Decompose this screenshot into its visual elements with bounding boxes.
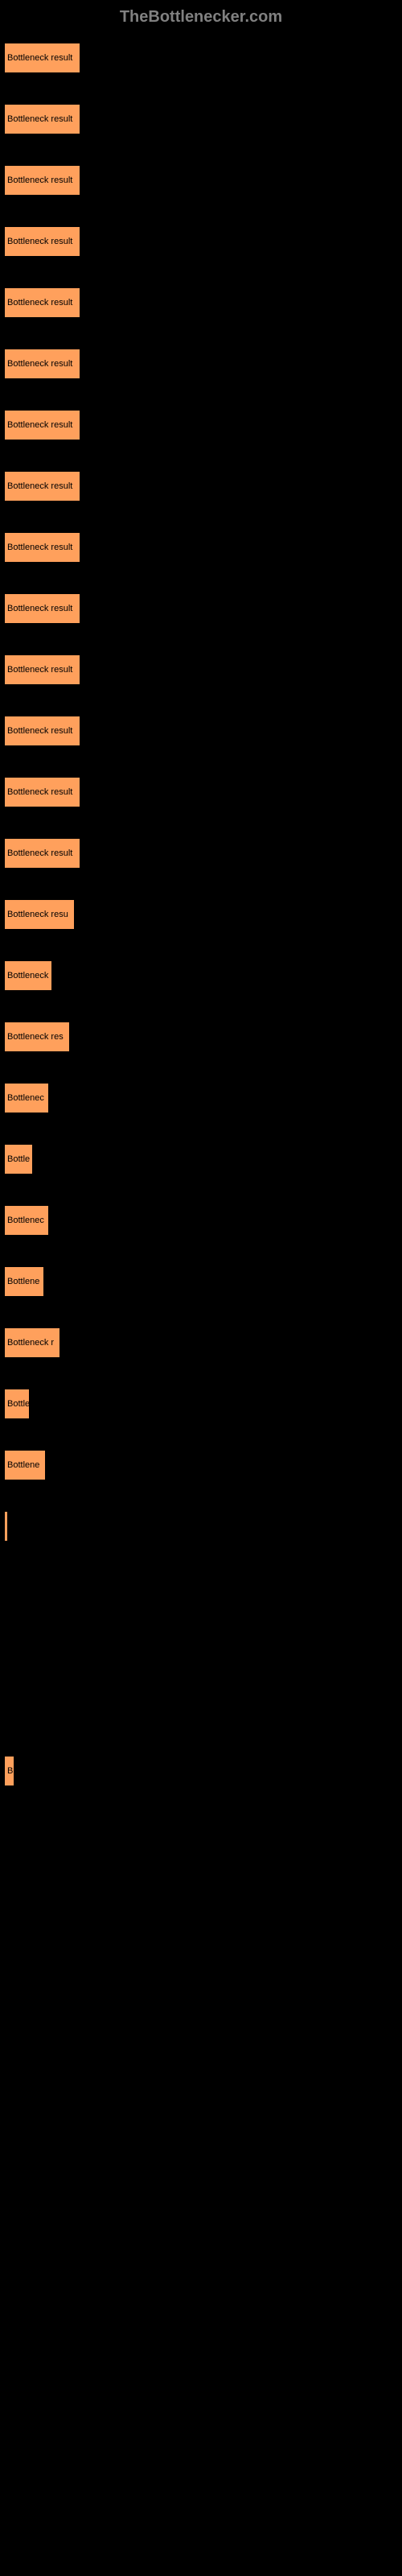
bar-row [4, 1572, 402, 1603]
bar-row [4, 1939, 402, 1970]
bar-label: Bottleneck result [7, 237, 72, 246]
bar-row: Bottle [4, 1389, 402, 1419]
bar-row: Bottleneck result [4, 593, 402, 624]
bar-label: Bottleneck result [7, 543, 72, 552]
bar-label: Bottleneck result [7, 359, 72, 369]
bar-row: Bottleneck result [4, 654, 402, 685]
bar-label: Bottleneck result [7, 848, 72, 858]
chart-bar: Bottlene [4, 1266, 44, 1297]
bar-row: Bottleneck result [4, 410, 402, 440]
bar-label: Bottleneck result [7, 114, 72, 124]
chart-bar: Bottlenec [4, 1083, 49, 1113]
bar-label: Bottle [7, 1399, 30, 1409]
chart-bar: Bottle [4, 1144, 33, 1174]
bar-row: Bottleneck resu [4, 899, 402, 930]
bar-row: Bottleneck result [4, 226, 402, 257]
bar-label: Bottleneck resu [7, 910, 68, 919]
bar-row: Bottleneck result [4, 349, 402, 379]
bar-label: Bottleneck result [7, 420, 72, 430]
chart-bar: Bottleneck result [4, 349, 80, 379]
bar-row [4, 2000, 402, 2031]
bar-label: Bottleneck res [7, 1032, 64, 1042]
bar-label: Bottleneck result [7, 53, 72, 63]
bar-row: Bottleneck result [4, 838, 402, 869]
bar-label: Bottleneck result [7, 787, 72, 797]
bar-label: B [7, 1766, 13, 1776]
chart-bar: Bottleneck result [4, 165, 80, 196]
chart-bar: Bottleneck result [4, 287, 80, 318]
bar-label: Bottlene [7, 1460, 39, 1470]
bar-label: Bottleneck r [7, 1338, 54, 1348]
bar-row: Bottlenec [4, 1083, 402, 1113]
bar-label: Bottlene [7, 1277, 39, 1286]
bar-row [4, 2184, 402, 2215]
chart-bar: Bottle [4, 1389, 30, 1419]
bar-row [4, 1878, 402, 1909]
chart-bar: Bottlenec [4, 1205, 49, 1236]
chart-bar: Bottleneck result [4, 43, 80, 73]
bar-row: Bottlenec [4, 1205, 402, 1236]
chart-bar: Bottleneck result [4, 471, 80, 502]
chart-bar: Bottleneck result [4, 716, 80, 746]
chart-bar: Bottleneck res [4, 1022, 70, 1052]
bar-label: Bottleneck result [7, 298, 72, 308]
bar-label: Bottleneck result [7, 726, 72, 736]
bar-row [4, 1817, 402, 1847]
bar-label: Bottleneck result [7, 604, 72, 613]
bar-row: Bottleneck result [4, 104, 402, 134]
bar-row [4, 2368, 402, 2398]
bar-row: Bottle [4, 1144, 402, 1174]
bar-row [4, 2490, 402, 2520]
bar-row: Bottleneck r [4, 1327, 402, 1358]
bar-row [4, 2123, 402, 2153]
bar-label: Bottlenec [7, 1093, 44, 1103]
bar-row: Bottleneck result [4, 43, 402, 73]
chart-bar: Bottleneck result [4, 777, 80, 807]
bar-chart: Bottleneck result Bottleneck result Bottle… [0, 43, 402, 2520]
bar-label: Bottlenec [7, 1216, 44, 1225]
chart-bar: Bottleneck r [4, 1327, 60, 1358]
site-header: TheBottlenecker.com [0, 8, 402, 27]
bar-label: Bottleneck result [7, 665, 72, 675]
bar-row: Bottleneck [4, 960, 402, 991]
chart-bar: Bottleneck result [4, 410, 80, 440]
bar-row [4, 1633, 402, 1664]
bar-row: Bottleneck result [4, 471, 402, 502]
bar-label: Bottleneck result [7, 481, 72, 491]
bar-row [4, 2306, 402, 2337]
bar-label: Bottleneck [7, 971, 48, 980]
bar-row [4, 1695, 402, 1725]
bar-row: Bottleneck result [4, 532, 402, 563]
chart-bar: B [4, 1756, 14, 1786]
chart-bar: Bottleneck [4, 960, 52, 991]
bar-row: Bottleneck res [4, 1022, 402, 1052]
bar-row: Bottlene [4, 1266, 402, 1297]
bar-row [4, 1511, 402, 1542]
bar-row: Bottleneck result [4, 287, 402, 318]
bar-row: Bottleneck result [4, 777, 402, 807]
chart-bar: Bottleneck result [4, 838, 80, 869]
bar-row [4, 2062, 402, 2092]
bar-row: B [4, 1756, 402, 1786]
bar-row [4, 2245, 402, 2276]
chart-bar: Bottleneck result [4, 654, 80, 685]
chart-bar: Bottleneck resu [4, 899, 75, 930]
bar-row: Bottlene [4, 1450, 402, 1480]
bar-row: Bottleneck result [4, 716, 402, 746]
chart-bar: Bottlene [4, 1450, 46, 1480]
chart-bar: Bottleneck result [4, 532, 80, 563]
chart-bar [4, 1511, 8, 1542]
bar-row: Bottleneck result [4, 165, 402, 196]
bar-label: Bottleneck result [7, 175, 72, 185]
bar-label: Bottle [7, 1154, 30, 1164]
bar-row [4, 2429, 402, 2459]
chart-bar: Bottleneck result [4, 104, 80, 134]
chart-bar: Bottleneck result [4, 593, 80, 624]
chart-bar: Bottleneck result [4, 226, 80, 257]
